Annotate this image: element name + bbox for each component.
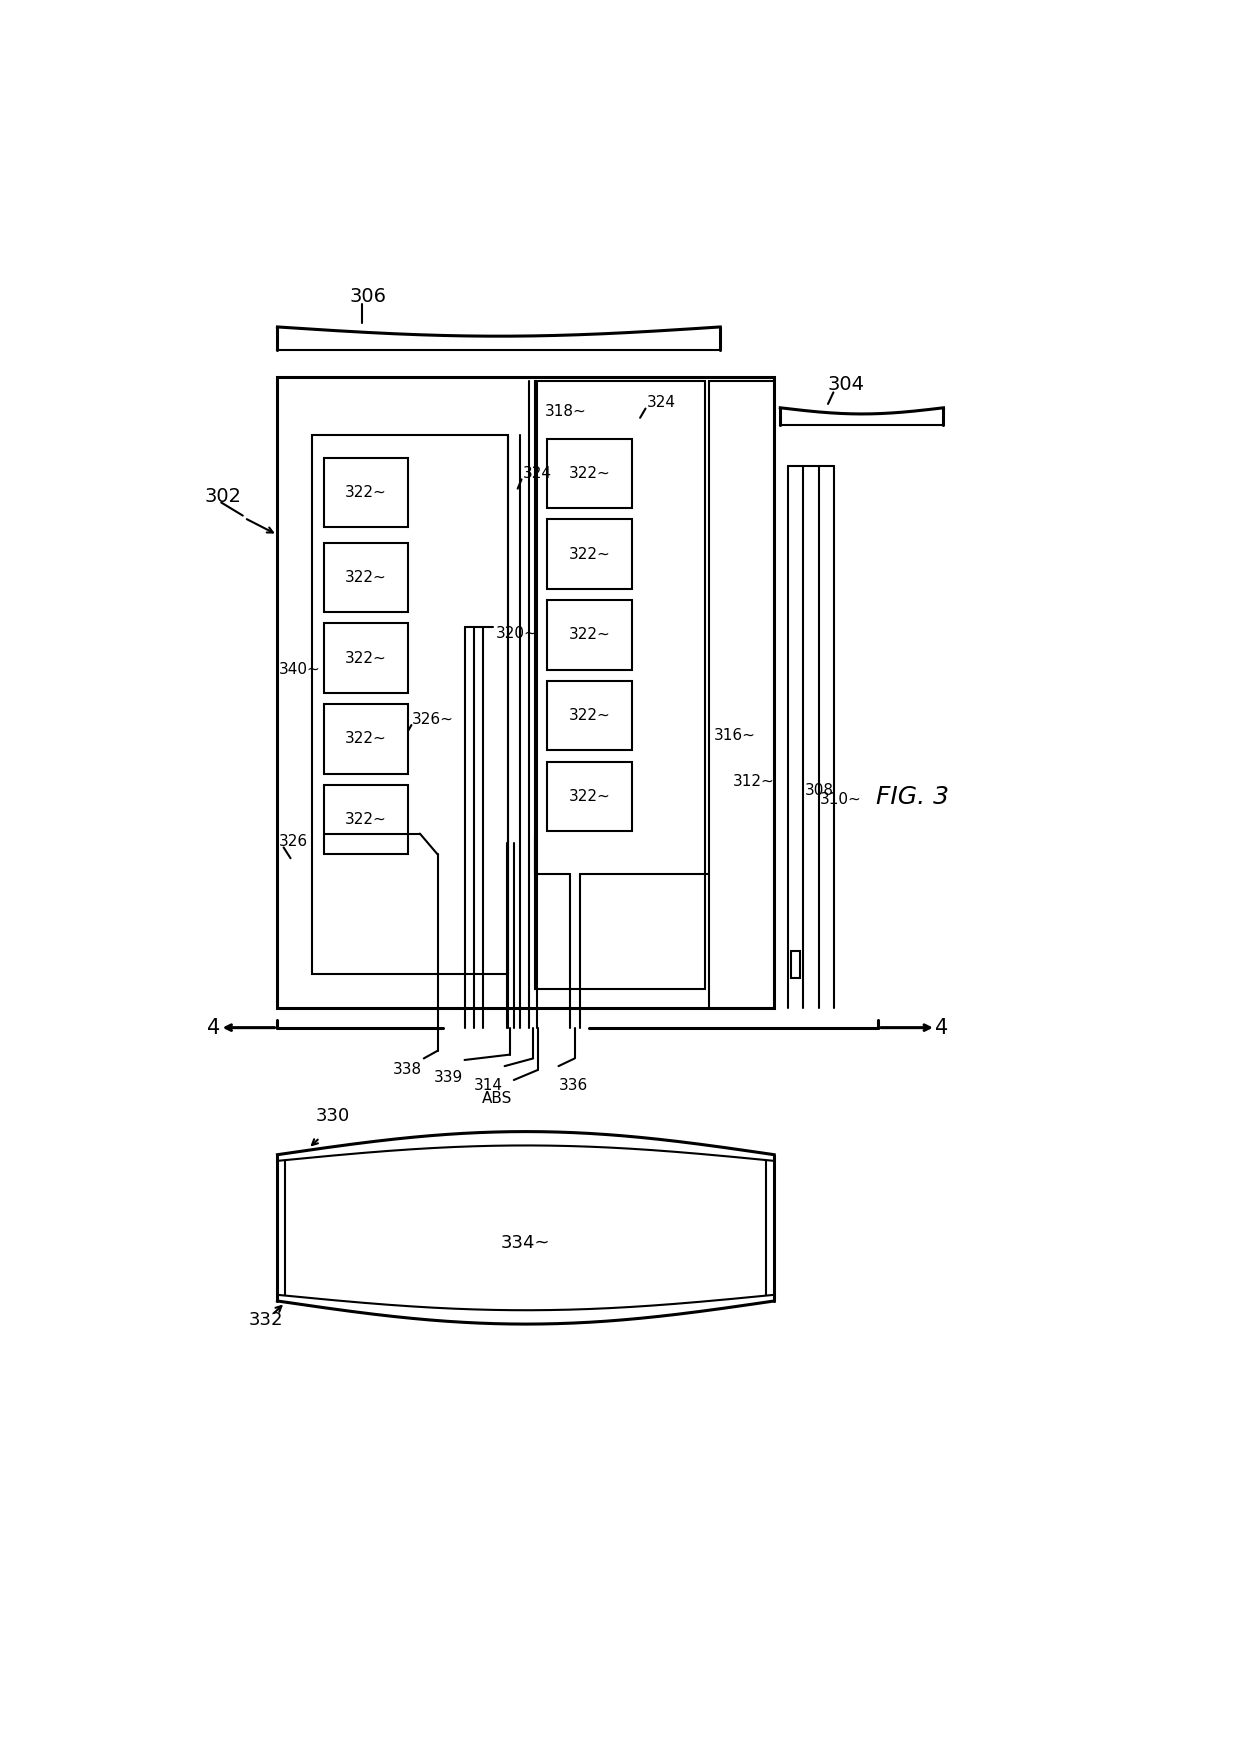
Text: 322~: 322~	[345, 569, 387, 585]
Text: 322~: 322~	[568, 465, 610, 481]
Bar	[708, 381, 774, 1008]
Text: 322~: 322~	[345, 812, 387, 826]
Text: 322~: 322~	[568, 789, 610, 803]
Text: 302: 302	[205, 486, 242, 506]
Text: 4: 4	[207, 1018, 221, 1038]
Text: ABS: ABS	[482, 1091, 512, 1107]
Bar	[324, 705, 408, 774]
Bar	[324, 624, 408, 692]
Text: 326: 326	[279, 833, 308, 849]
Text: 322~: 322~	[345, 485, 387, 500]
Text: FIG. 3: FIG. 3	[877, 784, 949, 809]
Text: 310~: 310~	[821, 793, 862, 807]
Bar	[278, 377, 774, 1008]
Bar	[547, 761, 631, 832]
Text: 308: 308	[805, 782, 833, 798]
Bar	[312, 435, 508, 974]
Text: 322~: 322~	[568, 627, 610, 643]
Text: 322~: 322~	[345, 650, 387, 666]
Text: 312~: 312~	[733, 774, 774, 789]
Text: 306: 306	[350, 287, 386, 305]
Text: 314: 314	[474, 1078, 503, 1092]
Text: 322~: 322~	[568, 708, 610, 722]
Text: 4: 4	[935, 1018, 949, 1038]
Text: 332: 332	[249, 1311, 284, 1329]
Text: 316~: 316~	[714, 728, 756, 742]
Bar	[324, 786, 408, 855]
Bar	[547, 601, 631, 670]
Text: 338: 338	[393, 1062, 422, 1078]
Text: 330: 330	[316, 1107, 350, 1126]
Text: 326~: 326~	[412, 712, 454, 728]
Bar	[547, 520, 631, 589]
Text: 318~: 318~	[544, 403, 587, 419]
Text: 324: 324	[523, 465, 552, 481]
Text: 336: 336	[558, 1078, 588, 1092]
Text: 320~: 320~	[495, 626, 537, 641]
Text: 340~: 340~	[279, 663, 321, 677]
Text: 304: 304	[828, 375, 866, 395]
Bar	[547, 439, 631, 507]
Text: 322~: 322~	[568, 546, 610, 562]
Bar	[324, 543, 408, 611]
Bar	[791, 951, 800, 978]
Bar	[547, 682, 631, 751]
Bar	[324, 458, 408, 527]
Text: 324: 324	[647, 395, 676, 411]
Text: 339: 339	[434, 1070, 463, 1085]
Text: 334~: 334~	[501, 1233, 551, 1253]
Bar	[536, 381, 704, 988]
Text: 322~: 322~	[345, 731, 387, 747]
